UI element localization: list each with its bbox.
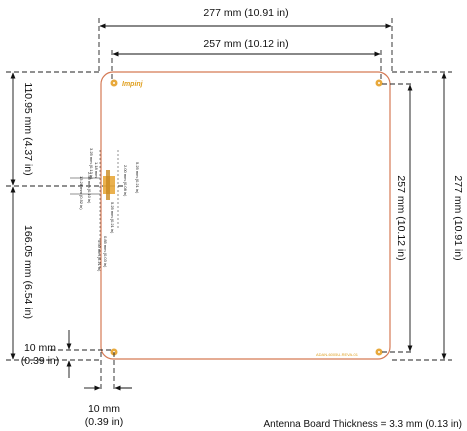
board-logo: Impinj (122, 81, 144, 88)
dim-right-inner: 257 mm (10.12 in) (395, 175, 407, 260)
dim-left-lower: 166.05 mm (6.54 in) (22, 225, 34, 319)
dim-bottom-corner-mm: 10 mm (88, 403, 120, 415)
dim-top-inner: 257 mm (10.12 in) (203, 38, 288, 50)
feed-label-0: 5.25 mm (0.21 in) (135, 162, 140, 194)
feed-label-3: 1.18 mm (94, 162, 99, 178)
board-part-label: ADAN-6005U-REVA-01 (316, 352, 359, 357)
dim-right-outer: 277 mm (10.91 in) (452, 175, 464, 260)
dim-top-outer: 277 mm (10.91 in) (203, 7, 288, 19)
board-outline (101, 72, 390, 359)
board-thickness-note: Antenna Board Thickness = 3.3 mm (0.13 i… (263, 419, 462, 430)
dim-left-corner-mm: 10 mm (24, 342, 56, 354)
feed-label-5: 13.28 mm (0.52 in) (79, 176, 84, 210)
mounting-hole-bottom-right (376, 349, 383, 356)
mounting-hole-top-left (111, 80, 118, 87)
dim-left-upper: 110.95 mm (4.37 in) (22, 82, 34, 175)
dim-left-corner-in: (0.39 in) (21, 355, 60, 367)
feed-label-1: 2.00 mm (0.08 in) (123, 165, 128, 197)
feed-label-8: 5.30 mm (0.21 in) (97, 240, 102, 272)
mounting-hole-top-right (376, 80, 383, 87)
dim-bottom-corner-in: (0.39 in) (85, 416, 124, 428)
feed-label-4: 2.50 mm (0.10 in) (87, 172, 92, 204)
feed-label-6: 5.25 mm (0.21 in) (110, 202, 115, 234)
feed-label-7: 0.85 mm (0.03 in) (103, 236, 108, 268)
